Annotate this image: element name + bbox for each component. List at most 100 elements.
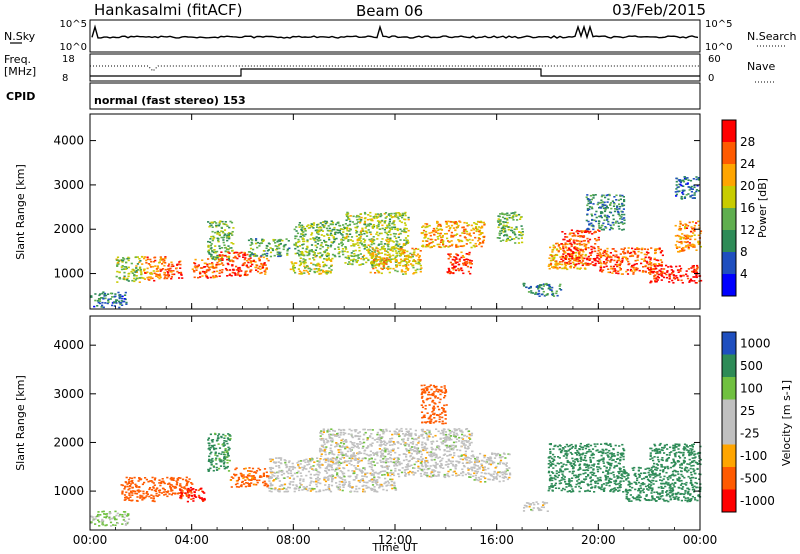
data-cell bbox=[127, 273, 130, 275]
data-cell bbox=[364, 457, 367, 460]
data-cell bbox=[384, 259, 387, 261]
data-cell bbox=[141, 499, 144, 501]
data-cell bbox=[623, 256, 626, 258]
data-cell bbox=[369, 435, 372, 437]
data-cell bbox=[380, 252, 383, 254]
data-cell bbox=[513, 228, 516, 231]
data-cell bbox=[256, 481, 259, 484]
data-cell bbox=[376, 441, 379, 443]
data-cell bbox=[334, 255, 337, 258]
data-cell bbox=[451, 221, 454, 223]
data-cell bbox=[617, 213, 620, 215]
data-cell bbox=[396, 264, 399, 266]
data-cell bbox=[371, 260, 374, 263]
data-cell bbox=[458, 260, 461, 262]
data-cell bbox=[335, 435, 338, 437]
data-cell bbox=[361, 478, 364, 480]
data-cell bbox=[226, 452, 229, 454]
data-cell bbox=[312, 257, 315, 259]
data-cell bbox=[263, 263, 266, 265]
data-cell bbox=[653, 275, 656, 277]
data-cell bbox=[308, 249, 311, 252]
data-cell bbox=[233, 251, 236, 254]
data-cell bbox=[331, 223, 334, 226]
data-cell bbox=[206, 263, 209, 266]
data-cell bbox=[218, 221, 221, 224]
data-cell bbox=[226, 269, 229, 272]
data-cell bbox=[589, 257, 592, 260]
data-cell bbox=[552, 265, 556, 268]
data-cell bbox=[434, 229, 437, 232]
data-cell bbox=[369, 428, 372, 431]
data-cell bbox=[605, 216, 608, 219]
data-cell bbox=[330, 444, 333, 446]
data-cell bbox=[404, 255, 407, 257]
data-cell bbox=[388, 440, 391, 443]
data-cell bbox=[675, 193, 678, 196]
data-cell bbox=[247, 239, 251, 242]
data-cell bbox=[126, 257, 129, 260]
data-cell bbox=[292, 478, 295, 481]
data-cell bbox=[468, 261, 471, 264]
data-cell bbox=[166, 270, 169, 273]
data-cell bbox=[676, 190, 679, 193]
data-cell bbox=[344, 262, 347, 264]
data-cell bbox=[250, 252, 253, 254]
data-cell bbox=[138, 258, 141, 260]
data-cell bbox=[337, 454, 340, 456]
data-cell bbox=[381, 248, 384, 250]
data-cell bbox=[378, 265, 381, 267]
data-cell bbox=[195, 496, 198, 498]
data-cell bbox=[299, 463, 302, 465]
data-cell bbox=[217, 260, 221, 262]
data-cell bbox=[216, 230, 219, 233]
data-cell bbox=[602, 222, 605, 225]
data-cell bbox=[321, 450, 324, 452]
data-cell bbox=[125, 266, 128, 268]
data-cell bbox=[609, 260, 612, 262]
data-cell bbox=[317, 463, 320, 466]
data-cell bbox=[222, 241, 225, 244]
data-cell bbox=[340, 462, 343, 464]
data-cell bbox=[170, 265, 173, 268]
data-cell bbox=[400, 214, 403, 217]
data-cell bbox=[362, 263, 365, 265]
data-cell bbox=[480, 232, 483, 234]
data-cell bbox=[658, 248, 661, 251]
data-cell bbox=[91, 516, 94, 519]
data-cell bbox=[366, 437, 369, 440]
data-cell bbox=[141, 263, 144, 265]
data-cell bbox=[455, 223, 458, 225]
data-cell bbox=[133, 273, 136, 276]
data-cell bbox=[342, 253, 345, 256]
data-cell bbox=[210, 235, 213, 238]
data-cell bbox=[159, 270, 162, 272]
data-cell bbox=[347, 485, 350, 487]
data-cell bbox=[316, 264, 319, 267]
data-cell bbox=[390, 449, 393, 451]
data-cell bbox=[367, 429, 370, 431]
data-cell bbox=[359, 235, 362, 238]
data-cell bbox=[216, 250, 219, 253]
data-cell bbox=[364, 217, 367, 219]
data-cell bbox=[288, 477, 291, 479]
data-cell bbox=[215, 447, 218, 450]
data-cell bbox=[299, 482, 302, 484]
data-cell bbox=[611, 227, 614, 230]
data-cell bbox=[551, 286, 554, 289]
data-cell bbox=[587, 202, 590, 205]
data-cell bbox=[603, 262, 606, 265]
data-cell bbox=[298, 245, 301, 247]
data-cell bbox=[278, 488, 281, 490]
data-cell bbox=[285, 488, 288, 490]
data-cell bbox=[118, 271, 121, 274]
data-cell bbox=[355, 226, 358, 229]
data-cell bbox=[101, 521, 104, 523]
data-cell bbox=[371, 253, 374, 255]
data-cell bbox=[594, 230, 597, 233]
data-cell bbox=[330, 450, 334, 453]
data-cell bbox=[376, 220, 380, 222]
data-cell bbox=[115, 299, 119, 301]
data-cell bbox=[581, 253, 584, 256]
data-cell bbox=[513, 238, 516, 240]
